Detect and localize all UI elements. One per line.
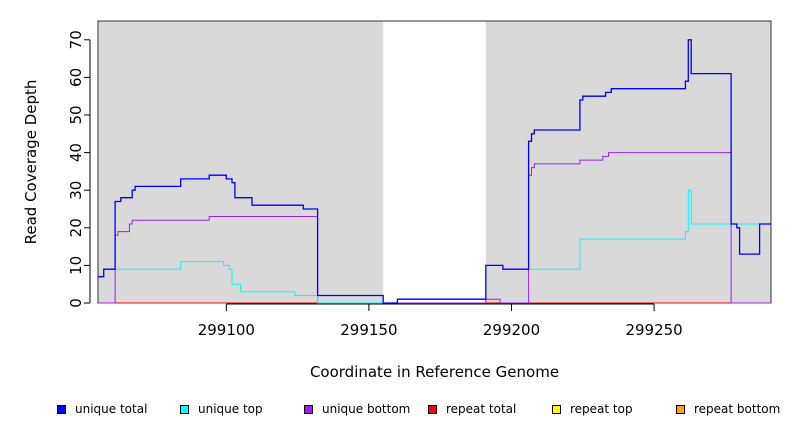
legend-item-unique-bottom: unique bottom <box>304 400 410 418</box>
x-tick-label-299250: 299250 <box>625 321 682 339</box>
legend-swatch <box>428 404 437 414</box>
x-tick-label-299100: 299100 <box>198 321 255 339</box>
shaded-region-1 <box>98 21 384 303</box>
legend-item-unique-top: unique top <box>180 400 263 418</box>
y-tick-label-0: 0 <box>67 298 85 308</box>
legend-label: unique top <box>198 402 263 416</box>
y-tick-label-70: 70 <box>67 30 85 49</box>
y-tick-label-50: 50 <box>67 105 85 124</box>
shaded-regions <box>98 21 771 303</box>
series-line-unique-total <box>98 39 771 304</box>
legend-swatch <box>552 404 561 414</box>
x-tick-label-299200: 299200 <box>483 321 540 339</box>
legend-item-repeat-top: repeat top <box>552 400 633 418</box>
shaded-region-2 <box>485 21 771 303</box>
y-tick-label-60: 60 <box>67 68 85 87</box>
y-tick-label-30: 30 <box>67 181 85 200</box>
y-axis-label: Read Coverage Depth <box>22 80 40 245</box>
legend-swatch <box>57 404 66 414</box>
series-line-unique-top <box>98 189 771 304</box>
x-axis-label: Coordinate in Reference Genome <box>310 363 559 381</box>
series-line-unique-bottom <box>98 152 771 304</box>
y-tick-label-20: 20 <box>67 218 85 237</box>
legend-label: repeat total <box>446 402 517 416</box>
legend: unique total unique top unique bottom repea… <box>0 400 792 418</box>
y-tick-label-10: 10 <box>67 256 85 275</box>
legend-item-repeat-total: repeat total <box>428 400 516 418</box>
x-tick-label-299150: 299150 <box>340 321 397 339</box>
legend-swatch <box>304 404 313 414</box>
legend-label: unique bottom <box>322 402 411 416</box>
legend-swatch <box>180 404 189 414</box>
series-layer <box>98 39 771 304</box>
axes: 0 10 20 30 40 50 60 70 299100 299150 299200 299250 <box>67 30 683 339</box>
y-tick-label-40: 40 <box>67 143 85 162</box>
legend-label: unique total <box>75 402 148 416</box>
legend-item-unique-total: unique total <box>57 400 147 418</box>
legend-label: repeat bottom <box>694 402 781 416</box>
legend-label: repeat top <box>570 402 633 416</box>
legend-item-repeat-bottom: repeat bottom <box>676 400 780 418</box>
legend-swatch <box>676 404 685 414</box>
